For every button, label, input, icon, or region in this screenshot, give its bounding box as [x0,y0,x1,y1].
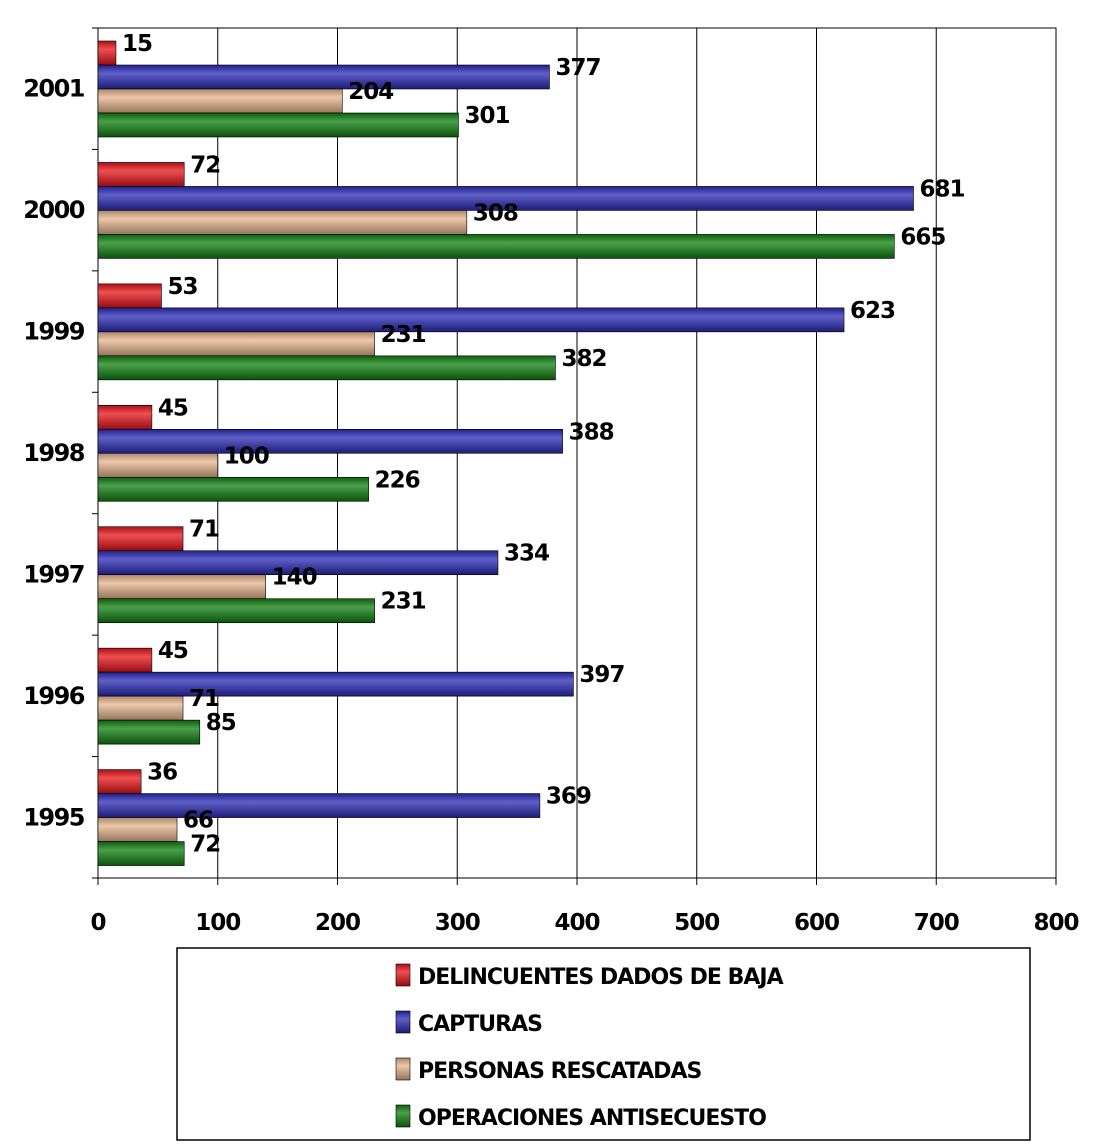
data-label: 45 [158,395,188,421]
data-label: 53 [167,274,197,300]
category-label: 1995 [23,803,85,831]
data-label: 369 [546,784,591,810]
legend-swatch [395,1104,411,1128]
data-label: 388 [569,419,614,445]
legend-swatch [395,1010,411,1034]
gridlines [217,28,937,878]
x-tick-label: 200 [315,910,360,936]
data-label: 231 [381,322,426,348]
data-label: 71 [189,517,219,543]
legend-box [176,947,1031,1141]
legend-swatch [395,1057,411,1081]
category-label: 1996 [23,682,85,710]
data-label: 72 [190,152,220,178]
x-tick-label: 500 [674,910,719,936]
x-tick-label: 400 [554,910,599,936]
bar [97,526,184,552]
bar [97,186,914,211]
x-tick-label: 800 [1033,910,1078,936]
bar [97,550,499,576]
legend-label: OPERACIONES ANTISECUESTO [418,1106,766,1131]
data-label: 377 [555,55,600,81]
bar [97,234,895,259]
data-label: 231 [381,589,426,615]
category-label: 2000 [23,196,85,224]
bar [97,40,117,66]
x-tick-label: 100 [195,910,240,936]
data-label: 140 [272,565,317,591]
bar [97,112,459,138]
legend-label: PERSONAS RESCATADAS [418,1059,701,1084]
data-label: 681 [919,176,964,202]
bar [97,598,375,624]
bar [97,671,574,697]
bar [97,841,185,866]
bar [97,452,219,478]
category-label: 1997 [23,560,84,588]
bar [97,331,375,357]
bar [97,88,343,114]
bar [97,210,468,235]
data-label: 71 [189,686,219,712]
category-label: 2001 [23,75,85,103]
data-label: 72 [190,832,220,858]
bar [97,355,556,381]
data-label: 308 [473,200,518,226]
data-label: 36 [147,760,177,786]
data-label: 397 [579,662,624,688]
legend-swatch [395,963,411,987]
data-label: 100 [224,443,269,469]
data-label: 204 [348,79,393,105]
bar [97,307,845,333]
bar [97,283,162,309]
data-label: 665 [900,224,945,250]
legend-label: DELINCUENTES DADOS DE BAJA [418,965,784,990]
data-label: 382 [561,346,606,372]
bar [97,162,185,187]
bar [97,476,369,502]
legend-label: CAPTURAS [418,1012,542,1037]
category-label: 1999 [23,318,85,346]
axes: 0 100 200 300 400 500 600 700 800 2001 2000 1999 199… [23,27,1080,936]
category-label: 1998 [23,439,85,467]
bar [97,428,563,454]
data-label: 45 [158,638,188,664]
legend: DELINCUENTES DADOS DE BAJA CAPTURAS PERSON… [176,947,1031,1141]
data-label: 226 [375,467,420,493]
bar [97,769,142,794]
data-label: 301 [464,103,509,129]
x-tick-label: 700 [914,910,959,936]
bar [97,574,266,600]
data-label: 15 [122,31,152,57]
x-tick-label: 600 [794,910,839,936]
data-labels: 15 377 204 301 72 681 308 665 53 623 231 382 45 388 10… [122,31,966,858]
bars [97,40,914,866]
data-label: 623 [850,298,895,324]
bar [97,64,550,90]
data-label: 66 [183,808,213,834]
bar [97,695,184,721]
bar [97,817,178,842]
bar [97,647,153,673]
x-tick-label: 300 [435,910,480,936]
bar [97,793,541,818]
bar [97,719,201,745]
data-label: 334 [504,541,549,567]
bar [97,404,153,430]
x-tick-label: 0 [90,910,105,936]
data-label: 85 [206,710,236,736]
